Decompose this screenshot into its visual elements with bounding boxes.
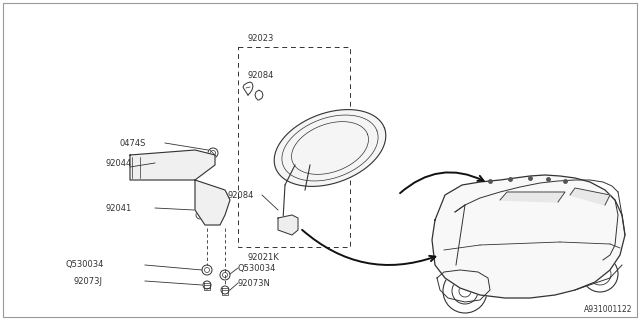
Text: 92041: 92041	[105, 204, 131, 212]
Text: Q530034: Q530034	[65, 260, 104, 269]
Text: 92023: 92023	[248, 34, 275, 43]
Text: 92021K: 92021K	[248, 253, 280, 262]
Text: 92084: 92084	[228, 190, 254, 199]
Polygon shape	[130, 150, 215, 180]
Text: 0474S: 0474S	[120, 139, 147, 148]
Polygon shape	[432, 175, 625, 298]
Text: 92073J: 92073J	[73, 276, 102, 285]
Text: 92084: 92084	[248, 70, 275, 79]
Polygon shape	[500, 192, 565, 202]
Text: 92073N: 92073N	[238, 278, 271, 287]
Polygon shape	[278, 215, 298, 235]
Bar	[238, 47, 350, 247]
Text: 92B84: 92B84	[0, 319, 1, 320]
Text: Q530034: Q530034	[238, 263, 276, 273]
Polygon shape	[570, 188, 610, 205]
Text: 92044: 92044	[105, 158, 131, 167]
Text: A931001122: A931001122	[584, 305, 632, 314]
Polygon shape	[274, 109, 386, 187]
Polygon shape	[195, 180, 230, 225]
